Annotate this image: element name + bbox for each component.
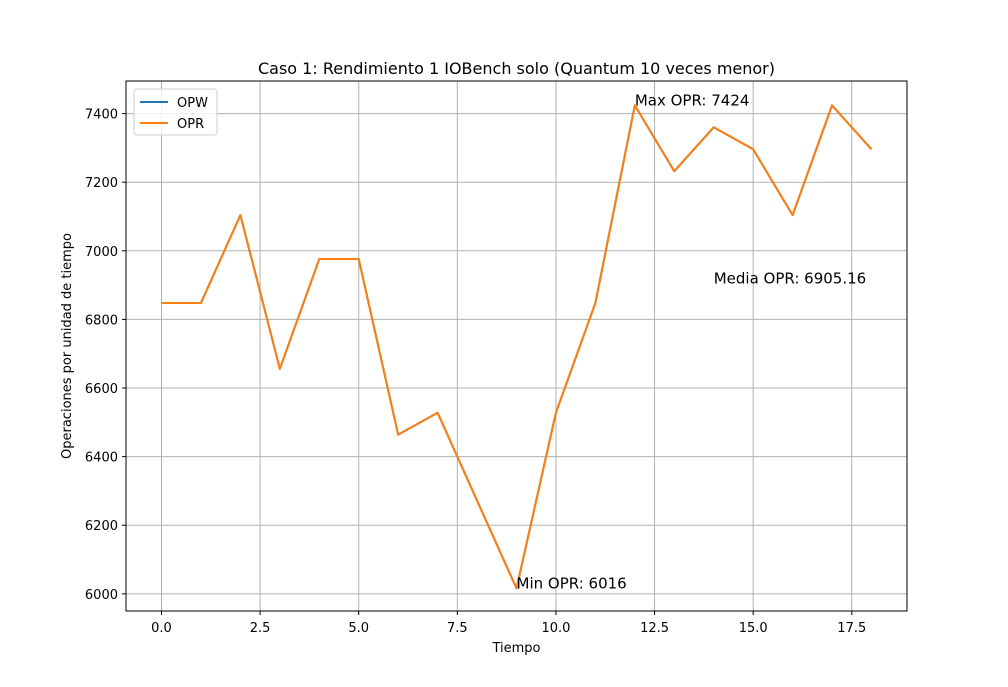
annotation: Media OPR: 6905.16: [714, 269, 866, 287]
x-tick-label: 2.5: [250, 621, 271, 636]
y-axis-label: Operaciones por unidad de tiempo: [60, 233, 75, 459]
legend-label: OPW: [177, 96, 208, 111]
y-tick-label: 6800: [85, 313, 118, 328]
x-tick-label: 7.5: [447, 621, 468, 636]
x-tick-label: 12.5: [640, 621, 669, 636]
x-tick-label: 15.0: [739, 621, 768, 636]
x-tick-label: 17.5: [837, 621, 866, 636]
y-tick-label: 6600: [85, 382, 118, 397]
x-tick-label: 5.0: [348, 621, 369, 636]
annotations: Max OPR: 7424 Min OPR: 6016 Media OPR: 690…: [517, 91, 867, 592]
y-tick-label: 6400: [85, 451, 118, 466]
series-line-opr: [161, 104, 873, 590]
plot-frame: [125, 80, 908, 612]
x-axis: 0.0 2.5 5.0 7.5 10.0 12.5 15.0 17.5: [151, 611, 866, 636]
grid-lines: [126, 81, 907, 611]
y-tick-label: 7200: [85, 176, 118, 191]
chart-title: Caso 1: Rendimiento 1 IOBench solo (Quan…: [258, 59, 775, 78]
legend-label: OPR: [177, 117, 204, 132]
annotation: Max OPR: 7424: [635, 91, 750, 109]
legend: OPW OPR: [133, 88, 218, 136]
x-axis-label: Tiempo: [491, 641, 540, 656]
y-tick-label: 6000: [85, 588, 118, 603]
y-axis: 6000 6200 6400 6600 6800 7000 7200 7400: [85, 108, 126, 603]
series-layer: [161, 104, 873, 590]
x-tick-label: 0.0: [151, 621, 172, 636]
y-tick-label: 7000: [85, 245, 118, 260]
y-tick-label: 6200: [85, 519, 118, 534]
annotation: Min OPR: 6016: [517, 574, 627, 592]
y-tick-label: 7400: [85, 108, 118, 123]
x-tick-label: 10.0: [541, 621, 570, 636]
